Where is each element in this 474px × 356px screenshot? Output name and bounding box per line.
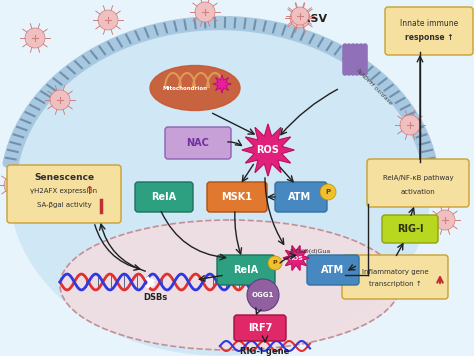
FancyBboxPatch shape [7,165,121,223]
Text: ATM: ATM [289,192,311,202]
Circle shape [98,10,118,30]
Circle shape [320,184,336,200]
Circle shape [50,90,70,110]
Text: Innate immune: Innate immune [400,20,458,28]
Text: RIG-I gene: RIG-I gene [240,347,290,356]
Ellipse shape [150,66,240,110]
Text: P: P [326,189,330,195]
Text: NAC: NAC [187,138,210,148]
FancyBboxPatch shape [165,127,231,159]
Text: 8-OXO(d)Gua: 8-OXO(d)Gua [290,250,331,255]
FancyBboxPatch shape [234,315,286,341]
Text: OGG1: OGG1 [252,292,274,298]
Circle shape [195,2,215,22]
Text: activation: activation [401,189,436,195]
Text: P: P [273,261,277,266]
Text: γH2AFX expression: γH2AFX expression [30,188,98,194]
Text: RelA: RelA [233,265,258,275]
Text: MSK1: MSK1 [221,192,253,202]
FancyBboxPatch shape [382,215,438,243]
Circle shape [25,28,45,48]
Text: ↑: ↑ [85,186,95,196]
Circle shape [400,115,420,135]
Text: ROS: ROS [289,256,303,261]
Polygon shape [242,124,294,176]
FancyBboxPatch shape [135,182,193,212]
Text: Mitochondrion: Mitochondrion [163,85,208,90]
Text: RIG-I: RIG-I [397,224,423,234]
Text: response ↑: response ↑ [405,33,453,42]
Polygon shape [283,246,309,270]
FancyBboxPatch shape [275,182,327,212]
Text: RelA: RelA [151,192,176,202]
Ellipse shape [10,25,430,355]
Text: RelA/NF-κB pathway: RelA/NF-κB pathway [383,175,453,181]
Polygon shape [213,75,231,93]
Text: SA-βgal activity: SA-βgal activity [36,202,91,208]
Circle shape [291,7,309,25]
Text: ATM: ATM [321,265,345,275]
Ellipse shape [60,220,400,350]
Circle shape [247,279,279,311]
Circle shape [290,8,310,28]
FancyBboxPatch shape [342,255,448,299]
FancyBboxPatch shape [307,255,359,285]
Text: ROS: ROS [256,145,280,155]
Text: NADPH oxidase: NADPH oxidase [355,68,393,106]
Text: RSV: RSV [302,14,328,24]
Text: Senescence: Senescence [34,173,94,183]
FancyBboxPatch shape [207,182,267,212]
FancyBboxPatch shape [217,255,275,285]
FancyBboxPatch shape [385,7,473,55]
Circle shape [435,210,455,230]
Text: Inflammatory gene: Inflammatory gene [362,269,428,275]
Text: transcription ↑: transcription ↑ [369,281,421,287]
FancyBboxPatch shape [367,159,469,207]
Text: IRF7: IRF7 [248,323,272,333]
Text: DSBs: DSBs [143,293,167,302]
Circle shape [4,175,24,195]
Circle shape [268,256,282,270]
